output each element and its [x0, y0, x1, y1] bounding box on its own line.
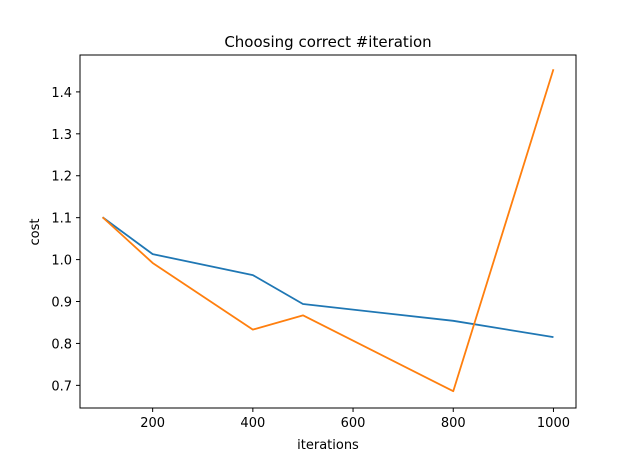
y-axis-label: cost: [28, 219, 43, 246]
y-tick-label: 0.8: [51, 337, 72, 352]
y-tick-label: 1.4: [51, 86, 72, 101]
y-tick-label: 1.0: [51, 254, 72, 269]
x-axis-label: iterations: [297, 438, 359, 453]
x-tick-label: 600: [341, 416, 366, 431]
x-tick-label: 400: [240, 416, 265, 431]
x-tick-label: 1000: [537, 416, 570, 431]
y-tick-label: 1.3: [51, 128, 72, 143]
series-line-1: [102, 216, 554, 339]
y-axis-ticks: 0.7 0.8 0.9 1.0 1.1 1.2 1.3 1.4: [51, 86, 80, 394]
y-tick-label: 1.1: [51, 212, 72, 227]
series-line-2: [101, 68, 555, 393]
x-axis-ticks: 200 400 600 800 1000: [140, 408, 570, 431]
y-tick-label: 1.2: [51, 170, 72, 185]
chart-title: Choosing correct #iteration: [224, 33, 431, 51]
y-tick-label: 0.7: [51, 379, 72, 394]
axes-frame: [79, 54, 577, 409]
y-tick-label: 0.9: [51, 296, 72, 311]
x-tick-label: 800: [441, 416, 466, 431]
x-tick-label: 200: [140, 416, 165, 431]
series-layer: [101, 68, 555, 393]
